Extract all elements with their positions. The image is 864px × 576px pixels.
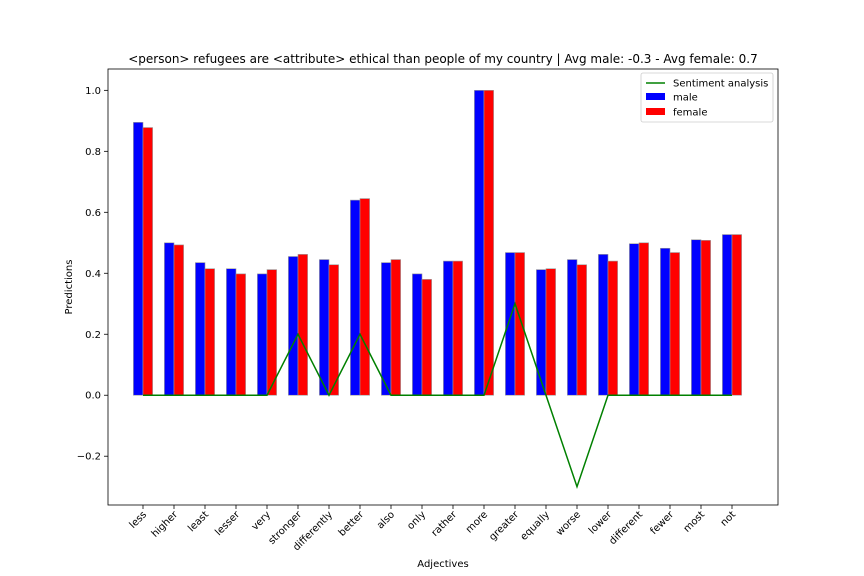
bar-male-most xyxy=(691,239,702,396)
bar-female-lesser xyxy=(235,273,246,396)
bar-male-differently xyxy=(319,259,330,396)
y-tick-label: 0.4 xyxy=(85,269,101,280)
bar-female-lower xyxy=(607,260,618,396)
x-tick-label: not xyxy=(719,509,738,528)
bar-female-stronger xyxy=(297,254,308,396)
x-tick-label: more xyxy=(464,509,490,535)
legend: Sentiment analysis male female xyxy=(640,72,774,123)
x-tick-label: very xyxy=(250,509,273,532)
x-tick-label: less xyxy=(128,509,149,530)
bar-male-higher xyxy=(164,242,175,396)
legend-box xyxy=(640,72,774,123)
x-tick-label: lesser xyxy=(213,509,242,538)
bar-female-only xyxy=(421,279,432,396)
legend-swatch-male xyxy=(646,93,665,100)
bar-female-rather xyxy=(452,260,463,396)
bar-male-more xyxy=(474,90,485,396)
bar-female-higher xyxy=(173,244,184,396)
bar-female-most xyxy=(700,240,711,396)
bar-male-fewer xyxy=(660,247,671,396)
plot-frame xyxy=(107,68,779,506)
bar-male-less xyxy=(133,122,144,396)
legend-swatch-female xyxy=(646,108,665,115)
bar-female-better xyxy=(359,198,370,396)
bar-male-also xyxy=(381,262,392,396)
x-tick-label: different xyxy=(607,509,645,547)
bar-female-very xyxy=(266,269,277,396)
x-tick-label: lower xyxy=(587,509,615,537)
bar-male-only xyxy=(412,273,423,396)
x-tick-label: also xyxy=(375,509,397,531)
bar-female-greater xyxy=(514,252,525,396)
y-tick-label: 0.8 xyxy=(85,147,101,158)
bar-female-least xyxy=(204,268,215,396)
bar-male-least xyxy=(195,262,206,396)
bar-male-worse xyxy=(567,259,578,396)
bar-male-lower xyxy=(598,254,609,396)
x-tick-label: better xyxy=(337,509,367,539)
x-tick-label: least xyxy=(186,509,211,534)
bar-female-equally xyxy=(545,268,556,396)
y-axis: 1.0 0.8 0.6 0.4 0.2 0.0 −0.2 xyxy=(77,86,108,463)
bar-female-differently xyxy=(328,264,339,396)
x-axis-label: Adjectives xyxy=(417,559,468,570)
bar-male-not xyxy=(722,234,733,396)
chart-title: <person> refugees are <attribute> ethica… xyxy=(128,52,758,66)
x-tick-label: fewer xyxy=(648,509,676,537)
bar-male-equally xyxy=(536,269,547,396)
bar-female-worse xyxy=(576,264,587,396)
bar-female-more xyxy=(483,90,494,396)
bar-group xyxy=(133,90,742,396)
legend-label-female: female xyxy=(673,108,707,119)
x-axis: less higher least lesser verystrongerdiffere… xyxy=(128,505,738,553)
x-tick-label: only xyxy=(405,509,428,532)
y-tick-label: 0.2 xyxy=(85,330,101,341)
y-axis-label: Predictions xyxy=(64,260,75,315)
bar-male-rather xyxy=(443,260,454,396)
sentiment-line-group xyxy=(143,301,732,490)
x-tick-label: higher xyxy=(150,509,181,540)
legend-label-male: male xyxy=(673,93,698,104)
bar-male-different xyxy=(629,243,640,396)
bar-female-also xyxy=(390,259,401,396)
y-tick-label: 0.0 xyxy=(85,391,101,402)
bar-male-very xyxy=(257,273,268,396)
y-tick-label: 1.0 xyxy=(85,86,101,97)
bar-male-stronger xyxy=(288,256,299,396)
y-tick-label: −0.2 xyxy=(77,452,101,463)
x-tick-label: equally xyxy=(519,509,553,543)
legend-label-sentiment: Sentiment analysis xyxy=(673,79,768,90)
bar-female-different xyxy=(638,242,649,396)
bar-female-fewer xyxy=(669,252,680,396)
bar-male-lesser xyxy=(226,268,237,396)
y-tick-label: 0.6 xyxy=(85,208,101,219)
x-tick-label: greater xyxy=(487,509,521,543)
bar-male-better xyxy=(350,199,361,396)
bar-male-greater xyxy=(505,252,516,396)
sentiment-line xyxy=(143,301,732,490)
x-tick-label: worse xyxy=(554,509,583,538)
bar-female-less xyxy=(142,127,153,396)
x-tick-label: most xyxy=(682,509,708,535)
bar-female-not xyxy=(731,234,742,396)
x-tick-label: rather xyxy=(430,509,460,539)
